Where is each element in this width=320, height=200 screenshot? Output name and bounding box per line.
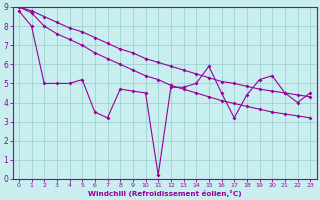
X-axis label: Windchill (Refroidissement éolien,°C): Windchill (Refroidissement éolien,°C)	[88, 190, 241, 197]
